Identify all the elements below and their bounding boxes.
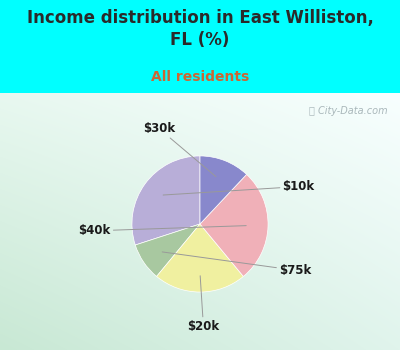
Text: $20k: $20k (187, 276, 220, 332)
Wedge shape (200, 156, 246, 224)
Wedge shape (157, 224, 243, 292)
Wedge shape (135, 224, 200, 276)
Wedge shape (132, 156, 200, 245)
Text: $75k: $75k (162, 252, 312, 277)
Text: $30k: $30k (143, 122, 216, 177)
Text: ⓘ City-Data.com: ⓘ City-Data.com (309, 106, 388, 116)
Text: Income distribution in East Williston,
FL (%): Income distribution in East Williston, F… (26, 9, 374, 49)
Text: $40k: $40k (78, 224, 246, 237)
Wedge shape (200, 174, 268, 276)
Text: $10k: $10k (163, 180, 315, 195)
Text: All residents: All residents (151, 70, 249, 84)
